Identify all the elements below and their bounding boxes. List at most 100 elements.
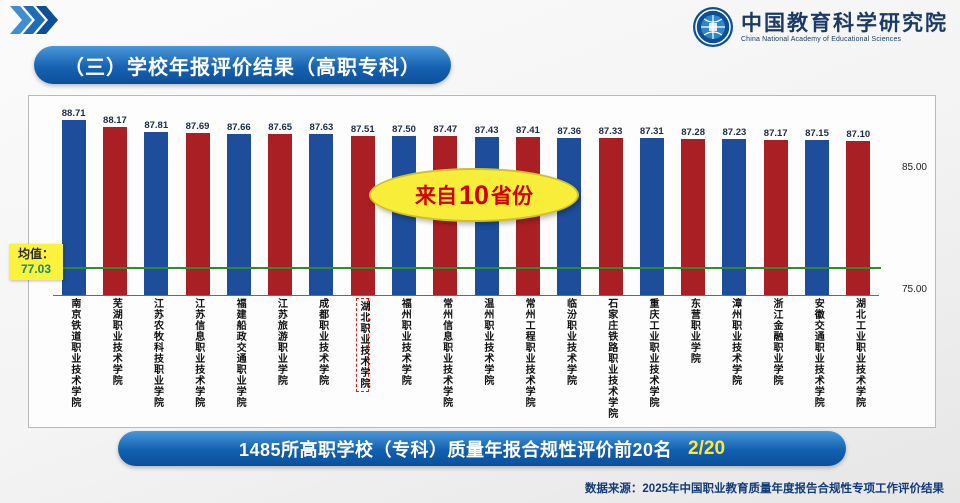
category-cell: 湖北职业技术学院 (342, 298, 383, 424)
org-logo-block: 中国教育科学研究院 China National Academy of Educ… (692, 6, 948, 48)
bar (309, 134, 334, 295)
bar (722, 139, 747, 295)
category-label: 江苏旅游职业学院 (275, 298, 287, 386)
bar-value-label: 87.50 (392, 123, 416, 135)
org-name: 中国教育科学研究院 (741, 10, 948, 36)
bar (639, 138, 664, 295)
annotation-prefix: 来自 (414, 185, 457, 208)
bar (268, 133, 293, 295)
bar (102, 127, 127, 295)
category-cell: 福建船政交通职业学院 (218, 298, 259, 424)
bar-value-label: 87.28 (681, 126, 705, 138)
category-label: 石家庄铁路职业技术学院 (605, 298, 617, 419)
footer-banner-text: 1485所高职学校（专科）质量年报合规性评价前20名 (238, 439, 673, 460)
bar-value-label: 87.63 (309, 122, 334, 134)
bar-value-label: 87.47 (433, 124, 458, 136)
bar (681, 138, 706, 295)
footer-page-indicator: 2/20 (688, 437, 726, 459)
category-label: 江苏信息职业技术学院 (192, 298, 204, 408)
bar-value-label: 87.65 (268, 121, 293, 133)
annotation-ellipse: 来自 10 省份 (369, 168, 579, 222)
category-label: 温州职业技术学院 (481, 298, 493, 386)
bar-cell: 88.17 (94, 104, 135, 295)
category-label: 福州职业技术学院 (399, 298, 411, 386)
category-cell: 江苏农牧科技职业学院 (136, 298, 177, 424)
category-cell: 常州工程职业技术学院 (507, 298, 548, 424)
bar-value-label: 87.51 (350, 123, 375, 135)
bar (804, 140, 829, 295)
bar-value-label: 88.17 (103, 115, 127, 127)
bar-value-label: 87.81 (144, 119, 169, 131)
category-label: 南京铁道职业技术学院 (68, 298, 80, 408)
category-cell: 江苏旅游职业学院 (259, 298, 300, 424)
bar-value-label: 87.23 (722, 127, 747, 139)
footer-banner: 1485所高职学校（专科）质量年报合规性评价前20名 2/20 (118, 431, 846, 466)
category-cell: 常州信息职业技术学院 (425, 298, 466, 424)
category-cell: 湖北工业职业技术学院 (838, 298, 879, 424)
category-cell: 芜湖职业技术学院 (94, 298, 135, 424)
cnaes-logo-icon (693, 7, 733, 47)
names-row: 南京铁道职业技术学院 芜湖职业技术学院 江苏农牧科技职业学院 江苏信息职业技术学院 福建… (53, 298, 879, 424)
category-label: 福建船政交通职业学院 (234, 298, 246, 408)
category-label: 浙江金融职业学院 (770, 298, 782, 386)
category-cell: 石家庄铁路职业技术学院 (590, 298, 631, 424)
bar-chart: 88.71 88.17 87.81 87.69 87.66 87.65 87.63 87.51… (9, 95, 936, 428)
category-label: 湖北工业职业技术学院 (853, 298, 865, 408)
category-cell: 江苏信息职业技术学院 (177, 298, 218, 424)
data-source-note: 数据来源：2025年中国职业教育质量年度报告合规性专项工作评价结果 (584, 483, 944, 495)
bar (185, 133, 210, 295)
category-cell: 漳州职业技术学院 (714, 298, 755, 424)
org-name-en: China National Academy of Educational Sc… (741, 35, 902, 43)
bar-cell: 88.71 (53, 104, 94, 295)
category-cell: 东营职业学院 (672, 298, 713, 424)
category-label-highlighted: 湖北职业技术学院 (356, 298, 369, 392)
category-cell: 安徽交通职业技术学院 (796, 298, 837, 424)
mean-label-number: 77.03 (20, 262, 52, 276)
bar-value-label: 87.33 (598, 126, 623, 137)
category-cell: 浙江金融职业学院 (755, 298, 796, 424)
bar (350, 135, 375, 295)
annotation-number: 10 (458, 179, 490, 210)
bar-value-label: 87.41 (516, 124, 540, 136)
category-label: 江苏农牧科技职业学院 (151, 298, 163, 408)
bar-value-label: 87.10 (846, 128, 871, 140)
bar-value-label: 87.15 (805, 128, 829, 140)
bar (61, 120, 86, 295)
category-cell: 温州职业技术学院 (466, 298, 507, 424)
category-label: 东营职业学院 (688, 298, 700, 364)
category-cell: 南京铁道职业技术学院 (53, 298, 94, 424)
bar-cell: 87.10 (838, 104, 879, 295)
category-cell: 成都职业技术学院 (301, 298, 342, 424)
category-label: 常州信息职业技术学院 (440, 298, 452, 408)
bar-value-label: 87.43 (474, 124, 499, 136)
category-label: 芜湖职业技术学院 (110, 298, 122, 386)
bar-value-label: 88.71 (61, 108, 86, 120)
category-label: 漳州职业技术学院 (729, 298, 741, 386)
bar (598, 138, 623, 295)
mean-line (41, 267, 881, 270)
category-label: 临汾职业技术学院 (564, 298, 576, 386)
annotation-suffix: 省份 (491, 185, 534, 208)
bar (557, 137, 582, 295)
bar (763, 140, 788, 295)
category-label: 重庆工业职业技术学院 (647, 298, 659, 408)
category-cell: 重庆工业职业技术学院 (631, 298, 672, 424)
bar (226, 133, 251, 295)
category-label: 常州工程职业技术学院 (523, 298, 535, 408)
y-axis-tick-75: 75.00 (901, 284, 927, 295)
slide-title: （三）学校年报评价结果（高职专科） (34, 46, 451, 84)
category-label: 安徽交通职业技术学院 (812, 298, 824, 408)
bar (846, 140, 871, 295)
category-cell: 临汾职业技术学院 (549, 298, 590, 424)
mean-value-label: 均值： 77.03 (9, 244, 63, 280)
category-label: 成都职业技术学院 (316, 298, 328, 386)
bar (144, 131, 169, 295)
mean-label-text: 均值： (17, 247, 54, 261)
bar-value-label: 87.36 (557, 125, 582, 137)
bar-cell: 87.15 (796, 104, 837, 295)
chevrons-icon (10, 6, 62, 39)
bar-value-label: 87.17 (763, 128, 788, 140)
bar-value-label: 87.31 (639, 126, 664, 138)
bar-cell: 87.17 (755, 104, 796, 295)
